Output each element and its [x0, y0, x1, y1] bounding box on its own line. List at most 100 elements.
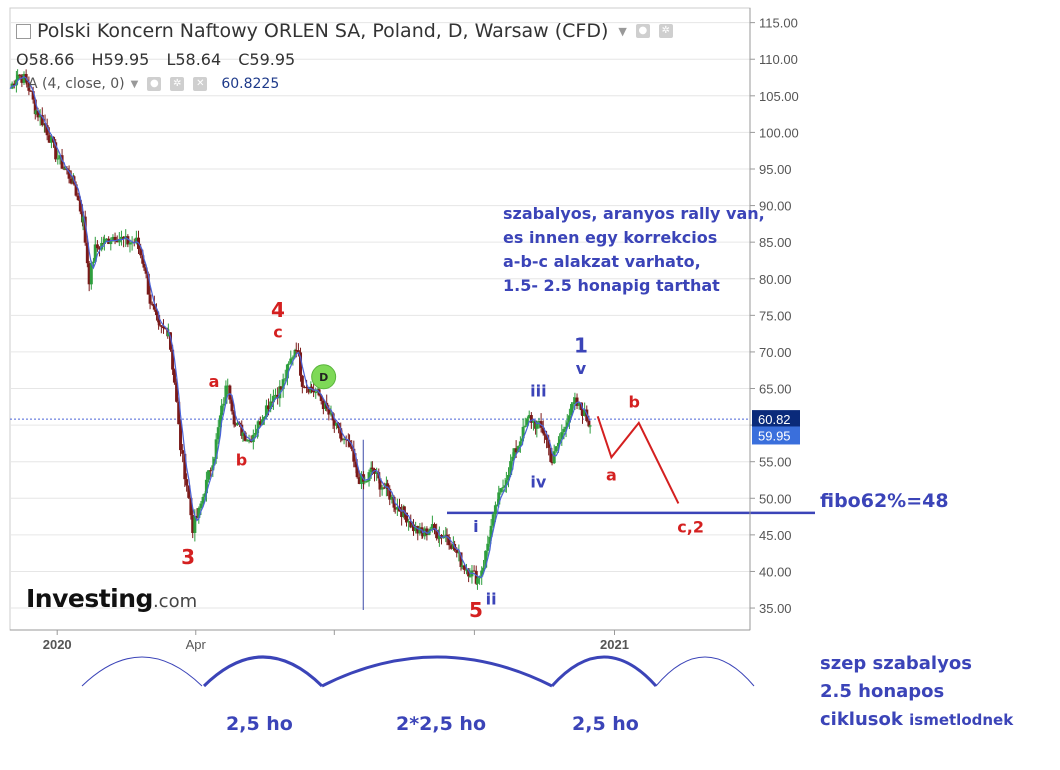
- candle-body: [197, 508, 201, 518]
- candle-body: [392, 496, 396, 508]
- candle-body: [279, 386, 283, 390]
- candle-body: [115, 240, 119, 243]
- candle-body: [355, 467, 359, 478]
- candle-body: [482, 567, 486, 571]
- candle-body: [67, 170, 71, 179]
- wave-label: a: [606, 466, 617, 485]
- projection-path: [596, 415, 680, 504]
- candle-body: [18, 74, 22, 76]
- candle-body: [226, 385, 230, 387]
- candle-body: [449, 545, 453, 549]
- candle-body: [488, 536, 492, 544]
- indicator-value: 60.8225: [221, 76, 280, 92]
- candle-body: [331, 413, 335, 421]
- candle-body: [402, 506, 406, 513]
- candle-body: [187, 485, 191, 498]
- high-value: H59.95: [91, 50, 150, 69]
- instrument-name: Polski Koncern Naftowy ORLEN SA, Poland,…: [37, 20, 609, 42]
- wave-label: 4: [271, 298, 285, 322]
- symbol-box-icon[interactable]: [16, 23, 31, 39]
- wave-label: a: [209, 372, 220, 391]
- candle-body: [247, 439, 251, 441]
- candle-body: [501, 487, 505, 489]
- price-tick-label: 100.00: [759, 125, 799, 140]
- candle-body: [542, 433, 546, 435]
- candle-body: [175, 382, 179, 402]
- candle-body: [201, 496, 205, 504]
- price-tick-label: 85.00: [759, 235, 792, 250]
- gear-icon[interactable]: ✲: [658, 24, 673, 38]
- candle-body: [29, 90, 33, 92]
- eye-icon[interactable]: ●: [635, 24, 650, 38]
- candle-body: [126, 236, 130, 245]
- price-tick-label: 80.00: [759, 272, 792, 287]
- gear-icon[interactable]: ✲: [170, 77, 185, 91]
- price-tick-label: 40.00: [759, 564, 792, 579]
- candle-body: [214, 439, 218, 459]
- candle-body: [168, 332, 172, 350]
- candle-body: [504, 480, 508, 486]
- candle-body: [440, 535, 444, 539]
- candle-body: [63, 168, 67, 170]
- candle-body: [414, 526, 418, 532]
- rally-note: szabalyos, aranyos rally van, es innen e…: [503, 202, 765, 298]
- candle-body: [493, 505, 497, 515]
- candle-body: [232, 411, 236, 425]
- candle-body: [393, 507, 397, 510]
- candle-body: [560, 432, 564, 440]
- candle-body: [486, 543, 490, 551]
- time-tick-label: Apr: [186, 637, 207, 652]
- price-axis: 115.00 110.00 105.00 100.00 95.00 90.00 85.00 8…: [749, 8, 800, 630]
- price-tick-label: 35.00: [759, 601, 792, 616]
- candle-body: [339, 428, 343, 439]
- price-tick-label: 75.00: [759, 308, 792, 323]
- price-tag-text: 59.95: [758, 428, 791, 443]
- candle-body: [222, 403, 226, 406]
- candle-body: [102, 238, 106, 244]
- chart-title: Polski Koncern Naftowy ORLEN SA, Poland,…: [16, 20, 673, 42]
- candle-body: [60, 155, 64, 169]
- candle-body: [177, 401, 181, 425]
- candle-body: [375, 472, 379, 474]
- candle-body: [348, 440, 352, 447]
- close-icon[interactable]: ✕: [193, 77, 208, 91]
- candle-body: [276, 394, 280, 399]
- candle-body: [172, 369, 176, 383]
- candle-body: [545, 434, 549, 440]
- candle-body: [146, 273, 150, 295]
- candle-body: [467, 569, 471, 577]
- wave-label: 5: [469, 598, 483, 622]
- duration-label: 2,5 ho: [572, 713, 639, 735]
- candle-body: [512, 448, 516, 457]
- chevron-down-icon[interactable]: ▼: [618, 24, 627, 38]
- candle-body: [38, 115, 42, 118]
- candle-body: [359, 474, 363, 484]
- candle-body: [573, 397, 577, 403]
- indicator-legend: A (4, close, 0) ▼ ● ✲ ✕ 60.8225: [28, 76, 279, 92]
- candle-body: [154, 309, 158, 316]
- open-value: O58.66: [16, 50, 75, 69]
- candle-body: [418, 527, 422, 534]
- candle-body: [220, 405, 224, 416]
- cycle-note-line: ismetlodnek: [909, 711, 1014, 729]
- candle-body: [400, 511, 404, 518]
- candle-body: [128, 242, 132, 245]
- chevron-down-icon[interactable]: ▼: [130, 78, 139, 90]
- candle-body: [148, 294, 152, 304]
- candle-body: [503, 485, 507, 488]
- candle-body: [411, 524, 415, 532]
- wave-label: iv: [530, 472, 546, 491]
- candle-body: [191, 515, 195, 533]
- candle-body: [464, 569, 468, 571]
- dividend-marker: [311, 364, 337, 390]
- candle-body: [581, 410, 585, 416]
- candle-body: [89, 262, 93, 285]
- wave-label: c: [273, 322, 282, 341]
- candle-body: [299, 352, 303, 376]
- candle-body: [484, 550, 488, 568]
- candle-body: [565, 422, 569, 427]
- candle-body: [152, 304, 156, 310]
- candle-body: [549, 447, 553, 462]
- eye-icon[interactable]: ●: [147, 77, 162, 91]
